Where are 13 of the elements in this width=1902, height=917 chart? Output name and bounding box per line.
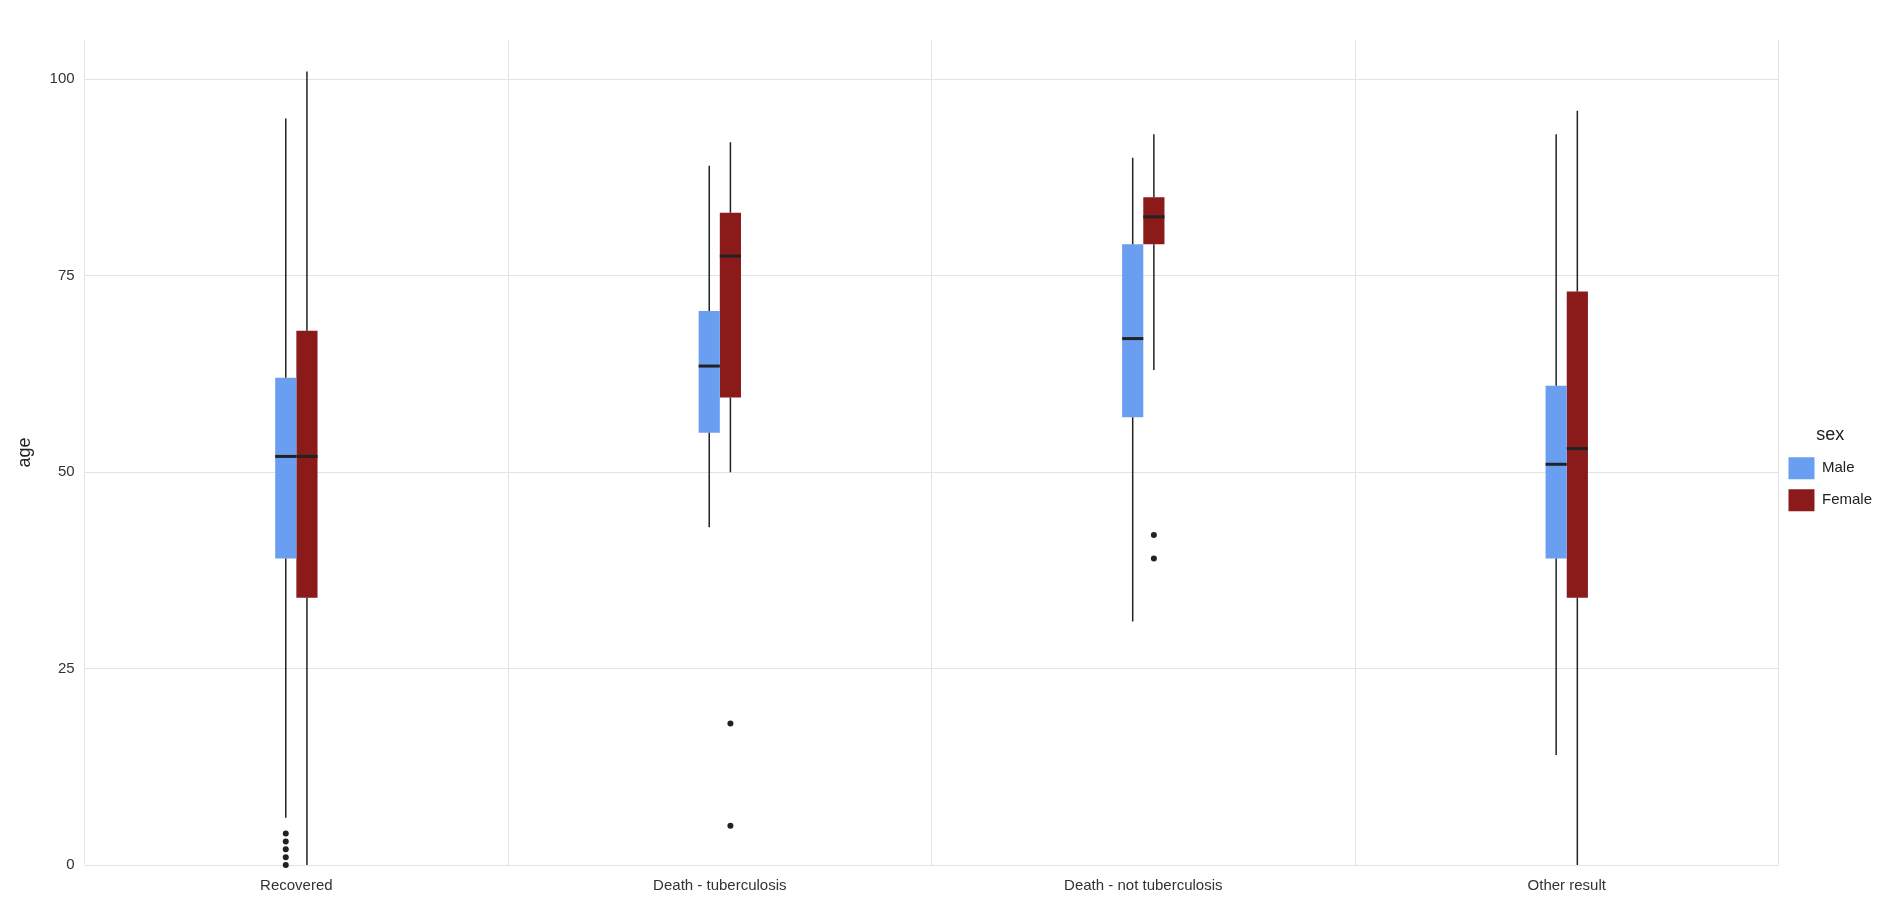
legend-label: Female xyxy=(1821,490,1873,508)
y-tick-label: 100 xyxy=(49,69,75,87)
x-tick-label: Death - tuberculosis xyxy=(653,876,787,894)
y-tick-label: 0 xyxy=(66,855,75,873)
y-tick-label: 50 xyxy=(57,462,75,480)
legend-label: Male xyxy=(1821,458,1855,476)
x-tick-label: Other result xyxy=(1527,876,1607,894)
x-tick-label: Death - not tuberculosis xyxy=(1064,876,1223,894)
x-tick-label: Recovered xyxy=(260,876,333,894)
y-tick-label: 25 xyxy=(57,658,75,676)
y-axis-title: age xyxy=(13,437,34,468)
legend-title: sex xyxy=(1816,423,1845,444)
y-tick-label: 75 xyxy=(57,265,75,283)
